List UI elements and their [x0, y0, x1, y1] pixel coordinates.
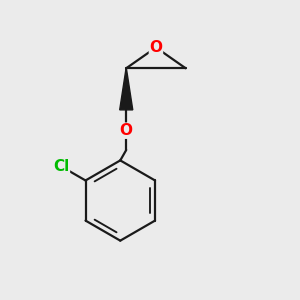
- Text: O: O: [120, 123, 133, 138]
- Text: O: O: [149, 40, 162, 55]
- Polygon shape: [120, 68, 133, 110]
- Text: Cl: Cl: [53, 159, 69, 174]
